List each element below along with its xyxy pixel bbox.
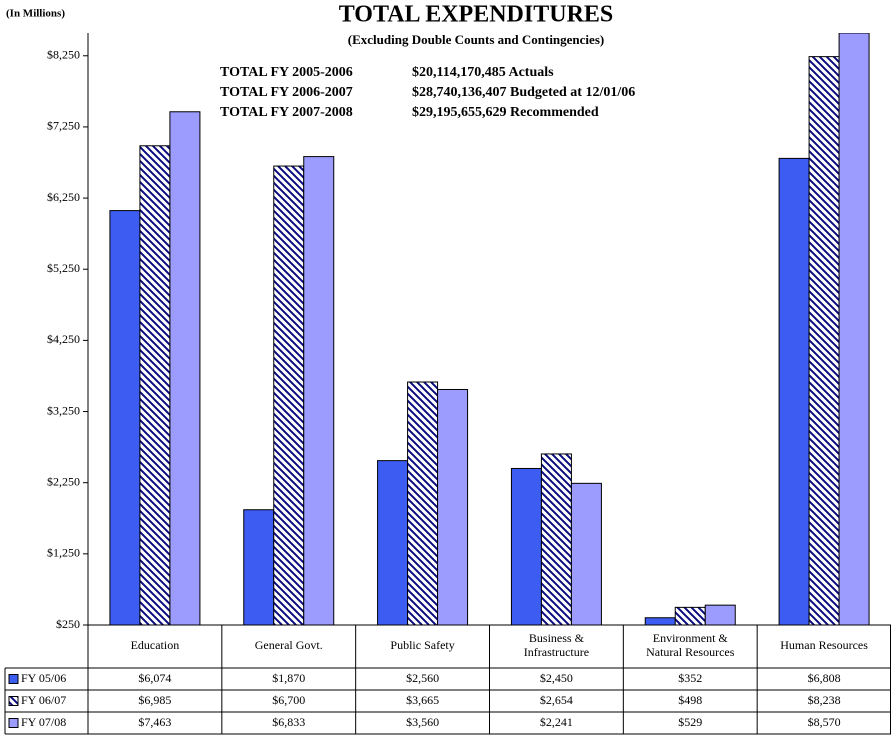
chart-subtitle: (Excluding Double Counts and Contingenci… [348, 32, 604, 47]
table-cell: $2,450 [540, 671, 573, 685]
table-cell: $352 [678, 671, 702, 685]
y-tick-label: $250 [56, 617, 80, 631]
bar [570, 482, 602, 625]
table-cell: $2,560 [406, 671, 439, 685]
y-tick-label: $5,250 [47, 261, 80, 275]
x-tick-label: Public Safety [390, 638, 454, 652]
legend-label: FY 07/08 [21, 715, 66, 729]
bar [540, 453, 572, 625]
bar [139, 145, 171, 625]
annotation-label: TOTAL FY 2007-2008 [220, 105, 353, 120]
legend-swatch [8, 696, 19, 706]
y-tick-label: $4,250 [47, 332, 80, 346]
table-cell: $8,238 [808, 693, 841, 707]
unit-note: (In Millions) [6, 8, 65, 20]
bar [169, 111, 201, 625]
annotation-label: TOTAL FY 2006-2007 [220, 85, 353, 100]
bar [377, 460, 409, 625]
annotation-text: $29,195,655,629 Recommended [412, 105, 599, 120]
legend-swatch [8, 718, 19, 728]
bar [778, 157, 810, 625]
x-tick-label: General Govt. [255, 638, 323, 652]
bar [510, 467, 542, 625]
bar [437, 388, 469, 625]
x-tick-label: Human Resources [780, 638, 868, 652]
plot-area [109, 33, 870, 625]
table-cell: $3,560 [406, 715, 439, 729]
y-tick-label: $3,250 [47, 403, 80, 417]
table-cell: $498 [678, 693, 702, 707]
bar [273, 165, 305, 625]
bar [243, 509, 275, 625]
y-tick-label: $2,250 [47, 474, 80, 488]
bar [109, 210, 141, 625]
y-tick-label: $6,250 [47, 190, 80, 204]
y-tick-label: $8,250 [47, 48, 80, 62]
table-cell: $2,241 [540, 715, 573, 729]
bar [407, 381, 439, 625]
table-cell: $3,665 [406, 693, 439, 707]
annotation-text: $20,114,170,485 Actuals [412, 65, 554, 80]
table-cell: $7,463 [138, 715, 171, 729]
bar [303, 156, 335, 625]
bar [838, 33, 870, 625]
y-tick-label: $7,250 [47, 119, 80, 133]
x-tick-label: Business & Infrastructure [524, 631, 589, 659]
table-cell: $6,074 [138, 671, 171, 685]
chart-title: TOTAL EXPENDITURES [339, 2, 614, 28]
table-cell: $6,833 [272, 715, 305, 729]
table-cell: $6,808 [808, 671, 841, 685]
table-cell: $1,870 [272, 671, 305, 685]
legend-label: FY 06/07 [21, 693, 66, 707]
y-tick-label: $1,250 [47, 546, 80, 560]
annotation-text: $28,740,136,407 Budgeted at 12/01/06 [412, 85, 635, 100]
annotation-label: TOTAL FY 2005-2006 [220, 65, 353, 80]
bar [674, 606, 706, 625]
x-tick-label: Education [131, 638, 180, 652]
bar [704, 604, 736, 625]
table-cell: $2,654 [540, 693, 573, 707]
table-cell: $6,985 [138, 693, 171, 707]
bar [644, 617, 676, 625]
legend-swatch [8, 674, 19, 684]
table-cell: $6,700 [272, 693, 305, 707]
table-cell: $8,570 [808, 715, 841, 729]
bar [808, 56, 840, 625]
x-tick-label: Environment & Natural Resources [646, 631, 735, 659]
table-cell: $529 [678, 715, 702, 729]
legend-label: FY 05/06 [21, 671, 66, 685]
